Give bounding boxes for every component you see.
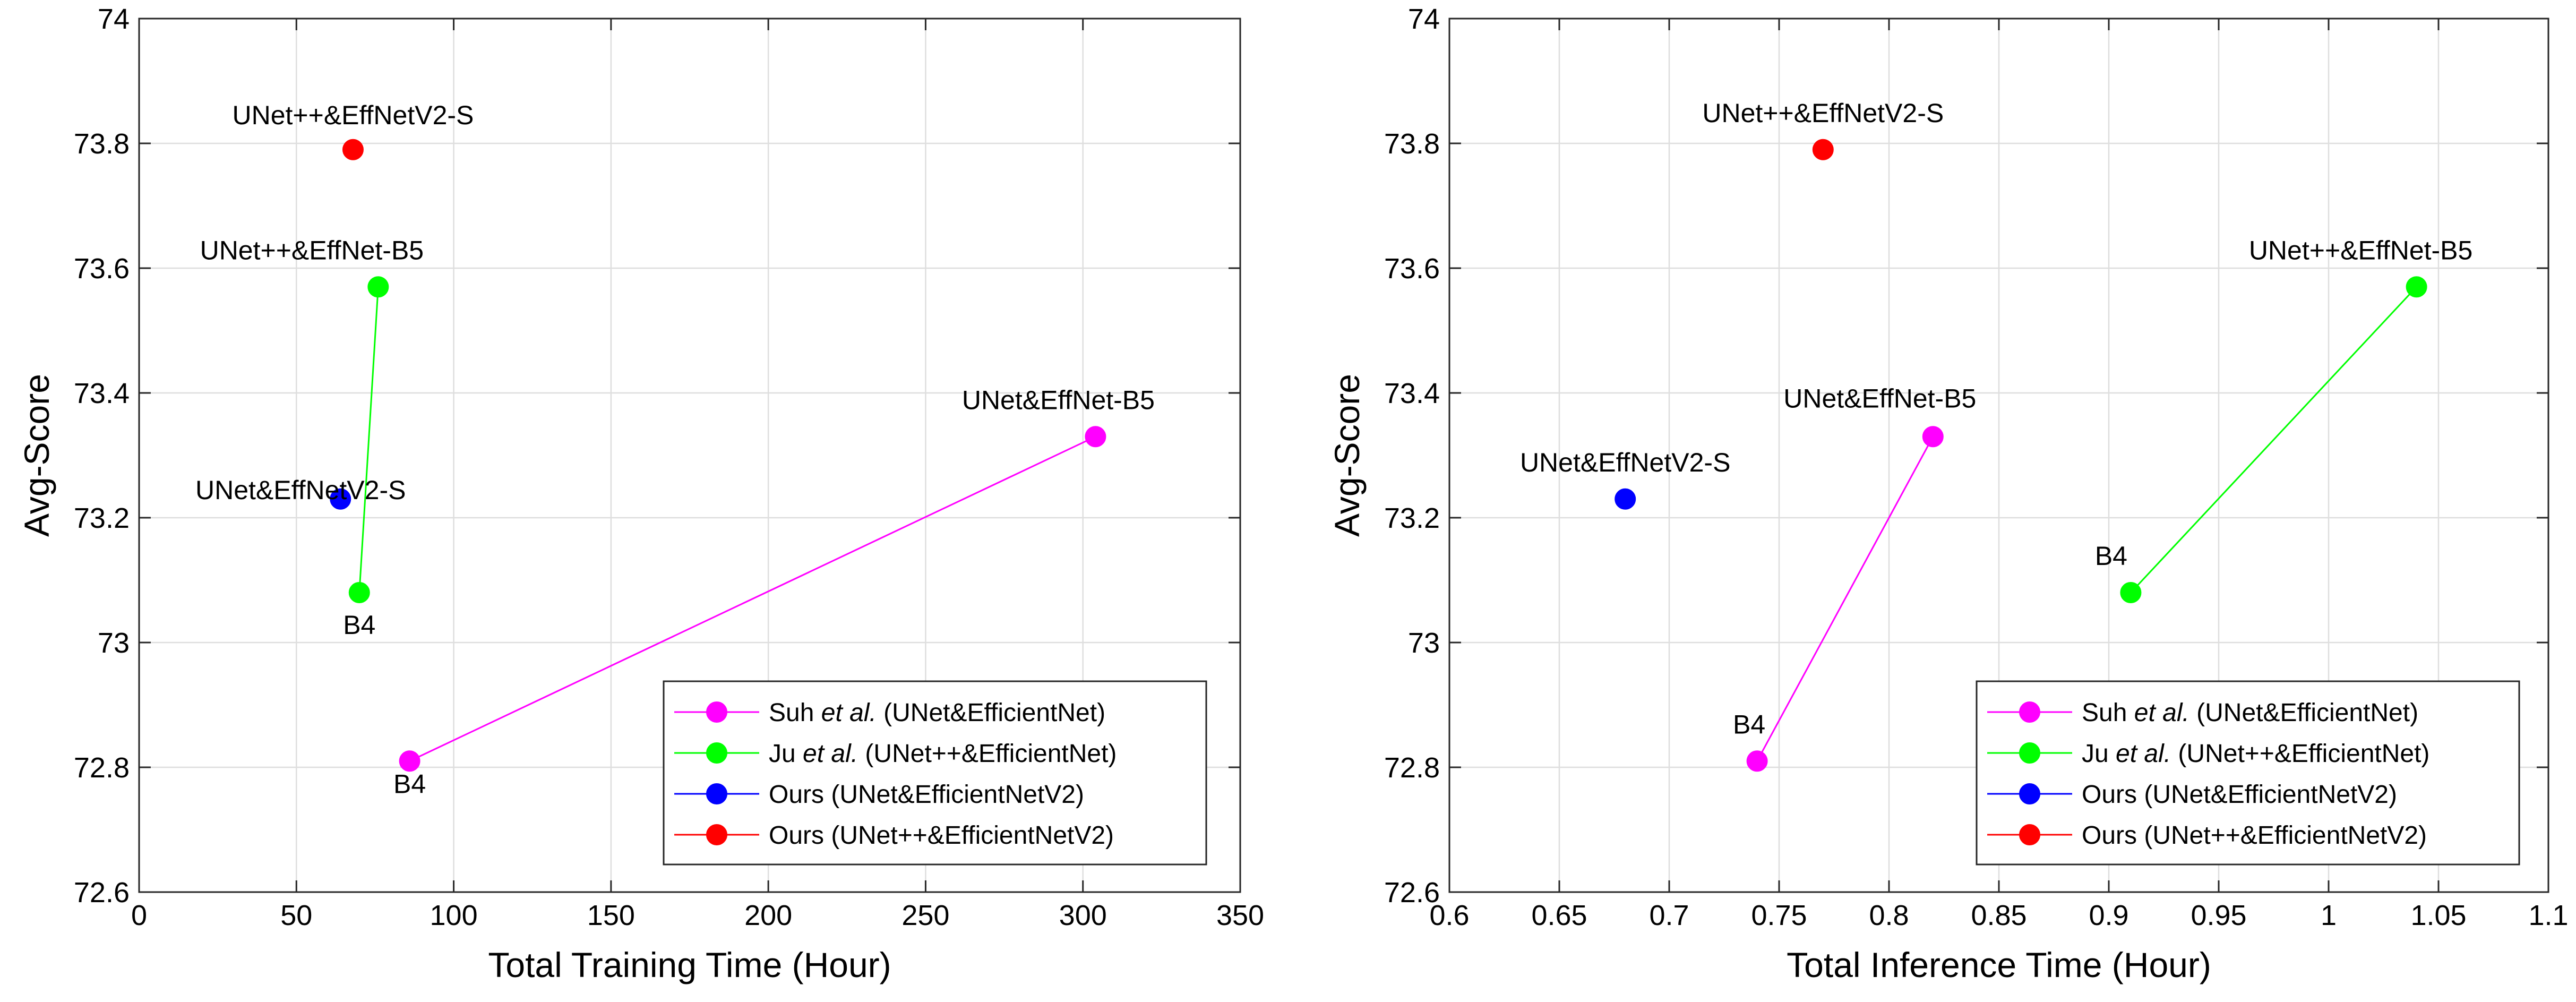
legend: Suh et al. (UNet&EfficientNet) Ju et al. …: [663, 680, 1207, 866]
data-point: [330, 488, 351, 510]
chart-1: 0 50 100 150 200 250 300 350 72.6 72.8 73 73.2 73.4 7…: [17, 3, 1264, 984]
x-tick-label: 0.8: [1869, 900, 1909, 931]
x-tick-label: 0.75: [1751, 900, 1807, 931]
legend-label: Ours (UNet++&EfficientNetV2): [769, 821, 1114, 850]
legend-label: Ours (UNet++&EfficientNetV2): [2082, 821, 2427, 850]
y-tick-label: 72.8: [74, 752, 130, 784]
data-point: [1615, 488, 1636, 510]
x-tick-label: 200: [744, 900, 792, 931]
series-line: [2130, 286, 2417, 594]
data-label: UNet&EffNetV2-S: [1520, 448, 1730, 477]
legend-label: Suh et al. (UNet&EfficientNet): [2082, 699, 2418, 727]
x-tick-label: 150: [587, 900, 635, 931]
x-axis-label: Total Training Time (Hour): [488, 945, 891, 984]
y-tick-label: 73: [1408, 627, 1440, 659]
legend-marker: [2019, 701, 2040, 723]
y-tick-label: 74: [1408, 3, 1440, 35]
legend-marker: [706, 783, 727, 804]
data-label: UNet++&EffNet-B5: [200, 235, 424, 265]
axes-frame: [138, 18, 1241, 893]
data-label: UNet&EffNet-B5: [962, 385, 1155, 415]
y-axis-label: Avg-Score: [17, 374, 56, 537]
x-tick-label: 1.05: [2410, 900, 2466, 931]
data-point: [1812, 139, 1834, 160]
data-label: UNet++&EffNetV2-S: [233, 100, 474, 130]
y-tick-label: 73.8: [74, 128, 130, 160]
x-tick-label: 0.65: [1531, 900, 1587, 931]
data-label: B4: [393, 769, 426, 799]
data-label: B4: [343, 610, 375, 640]
legend-marker: [706, 742, 727, 764]
data-point: [367, 276, 389, 298]
series-line: [409, 435, 1096, 762]
series-line: [1756, 436, 1934, 761]
x-tick-label: 1: [2321, 900, 2337, 931]
legend-marker: [2019, 742, 2040, 764]
x-tick-label: 50: [280, 900, 312, 931]
data-label: UNet++&EffNet-B5: [2249, 235, 2473, 265]
legend-marker: [2019, 783, 2040, 804]
legend: Suh et al. (UNet&EfficientNet) Ju et al. …: [1976, 680, 2520, 866]
x-tick-label: 300: [1059, 900, 1107, 931]
y-tick-label: 73.8: [1384, 128, 1440, 160]
x-tick-label: 0.6: [1429, 900, 1469, 931]
data-label: B4: [2095, 541, 2127, 571]
data-label: UNet++&EffNetV2-S: [1702, 98, 1944, 128]
y-tick-label: 73.2: [1384, 502, 1440, 534]
y-tick-label: 72.6: [74, 877, 130, 909]
chart-2: 0.6 0.65 0.7 0.75 0.8 0.85 0.9 0.95 1 1.05 1.1 72.6…: [1327, 3, 2569, 984]
data-point: [1085, 426, 1106, 448]
x-tick-label: 1.1: [2528, 900, 2568, 931]
legend-marker: [706, 701, 727, 723]
y-tick-label: 74: [98, 3, 130, 35]
x-tick-label: 0.9: [2089, 900, 2128, 931]
data-label: UNet&EffNet-B5: [1783, 383, 1976, 413]
y-tick-label: 73: [98, 627, 130, 659]
x-tick-label: 0.95: [2191, 900, 2246, 931]
legend-label: Ju et al. (UNet++&EfficientNet): [2082, 740, 2429, 768]
x-tick-label: 0.7: [1649, 900, 1689, 931]
y-tick-label: 72.6: [1384, 877, 1440, 909]
data-label: B4: [1733, 709, 1765, 739]
data-label: UNet&EffNetV2-S: [195, 475, 406, 505]
series-line: [358, 287, 379, 593]
y-tick-label: 73.2: [74, 502, 130, 534]
data-point: [1746, 750, 1768, 772]
x-tick-label: 0.85: [1971, 900, 2027, 931]
data-point: [348, 582, 370, 603]
legend-label: Ju et al. (UNet++&EfficientNet): [769, 740, 1117, 768]
legend-marker: [706, 824, 727, 845]
y-tick-label: 73.4: [1384, 378, 1440, 409]
y-tick-label: 73.4: [74, 378, 130, 409]
y-axis-label: Avg-Score: [1327, 374, 1367, 537]
x-axis-label: Total Inference Time (Hour): [1787, 945, 2211, 984]
data-point: [2120, 582, 2142, 603]
legend-marker: [2019, 824, 2040, 845]
x-tick-label: 0: [131, 900, 147, 931]
legend-label: Ours (UNet&EfficientNetV2): [2082, 781, 2397, 809]
data-point: [399, 750, 420, 772]
x-tick-label: 250: [901, 900, 949, 931]
data-point: [342, 139, 364, 160]
y-tick-label: 73.6: [74, 253, 130, 285]
x-tick-label: 350: [1216, 900, 1264, 931]
x-tick-label: 100: [430, 900, 478, 931]
data-point: [2406, 276, 2427, 298]
y-tick-label: 73.6: [1384, 253, 1440, 285]
y-tick-label: 72.8: [1384, 752, 1440, 784]
legend-label: Ours (UNet&EfficientNetV2): [769, 781, 1084, 809]
legend-label: Suh et al. (UNet&EfficientNet): [769, 699, 1105, 727]
data-point: [1922, 426, 1944, 448]
